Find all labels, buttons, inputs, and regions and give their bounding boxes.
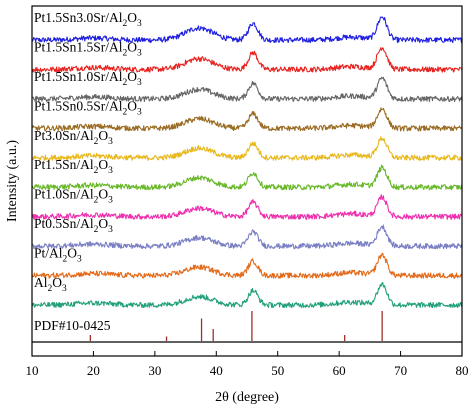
series-label-part: 2 <box>123 107 128 117</box>
x-tick-label: 40 <box>210 363 223 378</box>
series-label-part: O <box>127 10 137 25</box>
series-label-part: Pt/Al <box>34 246 63 261</box>
x-tick-label: 10 <box>26 363 39 378</box>
series-label-part: 2 <box>94 166 99 176</box>
x-tick-label: 20 <box>87 363 100 378</box>
series-label: Pt1.5Sn0.5Sr/Al2O3 <box>34 98 142 117</box>
series-label-part: 3 <box>108 166 113 176</box>
series-label-part: O <box>98 187 108 202</box>
x-tick-label: 70 <box>394 363 407 378</box>
series-label-part: O <box>98 216 108 231</box>
series-label-part: 2 <box>123 78 128 88</box>
series-label: Pt/Al2O3 <box>34 246 82 265</box>
series-label-part: 3 <box>108 225 113 235</box>
series-line <box>31 164 463 191</box>
series-line <box>31 224 463 250</box>
series-label-part: 3 <box>137 107 142 117</box>
series-line <box>31 194 463 220</box>
series-label-part: 3 <box>137 78 142 88</box>
series-line <box>31 107 463 132</box>
series-label-part: 3 <box>108 137 113 147</box>
series-label-part: Pt1.5Sn1.0Sr/Al <box>34 69 123 84</box>
y-axis-title: Intensity (a.u.) <box>5 140 20 222</box>
x-tick-label: 50 <box>271 363 284 378</box>
series-label-part: 2 <box>94 196 99 206</box>
series-label-part: Pt3.0Sn/Al <box>34 128 94 143</box>
series-label-part: 2 <box>63 255 68 265</box>
series-line <box>31 47 463 73</box>
series-label-part: Pt1.5Sn3.0Sr/Al <box>34 10 123 25</box>
series-label: Pt1.5Sn3.0Sr/Al2O3 <box>34 10 142 29</box>
series-line <box>31 282 463 309</box>
series-label-part: 2 <box>48 284 53 294</box>
series-label-part: Al <box>34 275 48 290</box>
series-label-part: O <box>127 39 137 54</box>
series-label: Pt1.5Sn1.5Sr/Al2O3 <box>34 39 142 58</box>
reference-label: PDF#10-0425 <box>34 318 111 333</box>
x-tick-label: 80 <box>456 363 469 378</box>
x-tick-label: 60 <box>333 363 346 378</box>
series-line <box>31 16 462 44</box>
series-line <box>31 76 463 103</box>
series-label-part: O <box>98 157 108 172</box>
x-axis-ticks: 10 20 30 40 50 60 70 80 <box>26 351 469 378</box>
series-label: Pt1.0Sn/Al2O3 <box>34 187 113 206</box>
series-label-part: Pt1.0Sn/Al <box>34 187 94 202</box>
series-label-part: 3 <box>137 19 142 29</box>
series-labels: Pt1.5Sn3.0Sr/Al2O3Pt1.5Sn1.5Sr/Al2O3Pt1.… <box>34 10 142 294</box>
series-label: Pt0.5Sn/Al2O3 <box>34 216 113 235</box>
series-label-part: 3 <box>137 48 142 58</box>
series-label-part: O <box>127 69 137 84</box>
series-label-part: O <box>98 128 108 143</box>
series-label-part: O <box>127 98 137 113</box>
series-label: Pt1.5Sn1.0Sr/Al2O3 <box>34 69 142 88</box>
plot-frame <box>31 5 463 357</box>
series-label: Pt1.5Sn/Al2O3 <box>34 157 113 176</box>
series-label-part: Pt1.5Sn/Al <box>34 157 94 172</box>
series-label: Pt3.0Sn/Al2O3 <box>34 128 113 147</box>
reference-pattern <box>89 311 383 341</box>
series-label: Al2O3 <box>34 275 67 294</box>
series-line <box>31 136 463 161</box>
series-label-part: Pt1.5Sn0.5Sr/Al <box>34 98 123 113</box>
series-label-part: 2 <box>123 48 128 58</box>
series-label-part: 3 <box>62 284 67 294</box>
series-label-part: 3 <box>77 255 82 265</box>
series-label-part: Pt0.5Sn/Al <box>34 216 94 231</box>
x-axis-title: 2θ (degree) <box>215 390 279 405</box>
series-line <box>31 252 463 279</box>
series-label-part: 2 <box>94 137 99 147</box>
series-layer <box>31 16 463 309</box>
series-label-part: 2 <box>123 19 128 29</box>
series-label-part: 2 <box>94 225 99 235</box>
x-tick-label: 30 <box>148 363 161 378</box>
series-label-part: 3 <box>108 196 113 206</box>
series-label-part: O <box>52 275 62 290</box>
series-label-part: O <box>67 246 77 261</box>
series-label-part: Pt1.5Sn1.5Sr/Al <box>34 39 123 54</box>
